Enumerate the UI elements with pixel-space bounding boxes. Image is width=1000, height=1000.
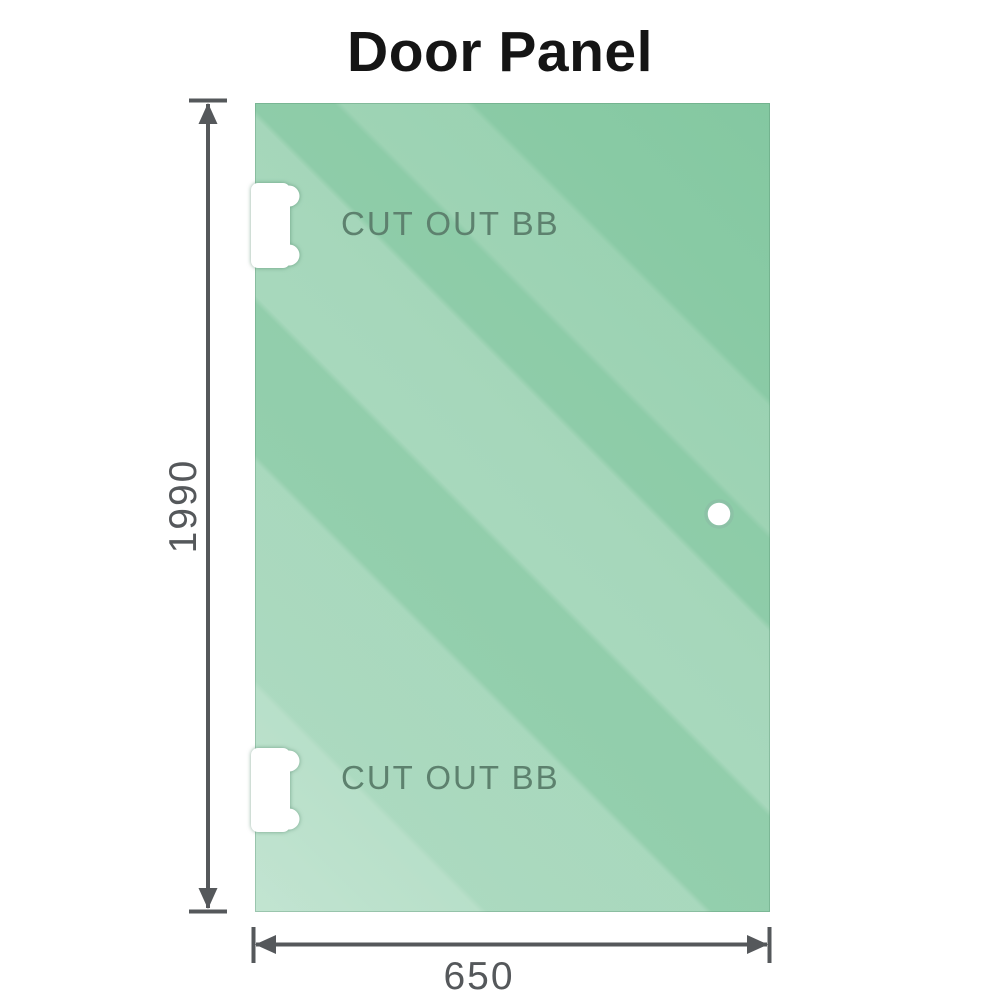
- down-arrow-icon: [198, 888, 218, 909]
- cutout-label-top: CUT OUT BB: [341, 205, 560, 242]
- hinge-cutout-bottom-icon: [251, 748, 300, 832]
- glass-panel: [251, 103, 770, 912]
- panel-features-layer: [251, 183, 734, 832]
- handle-hole-icon: [704, 499, 734, 529]
- hinge-cutout-top-icon: [251, 183, 300, 268]
- right-arrow-icon: [747, 935, 768, 954]
- cutout-label-bottom: CUT OUT BB: [341, 759, 560, 796]
- width-dimension-label: 650: [443, 955, 515, 998]
- left-arrow-icon: [255, 935, 276, 954]
- page-title: Door Panel: [347, 20, 653, 84]
- height-dimension-label: 1990: [162, 458, 205, 554]
- up-arrow-icon: [198, 103, 218, 124]
